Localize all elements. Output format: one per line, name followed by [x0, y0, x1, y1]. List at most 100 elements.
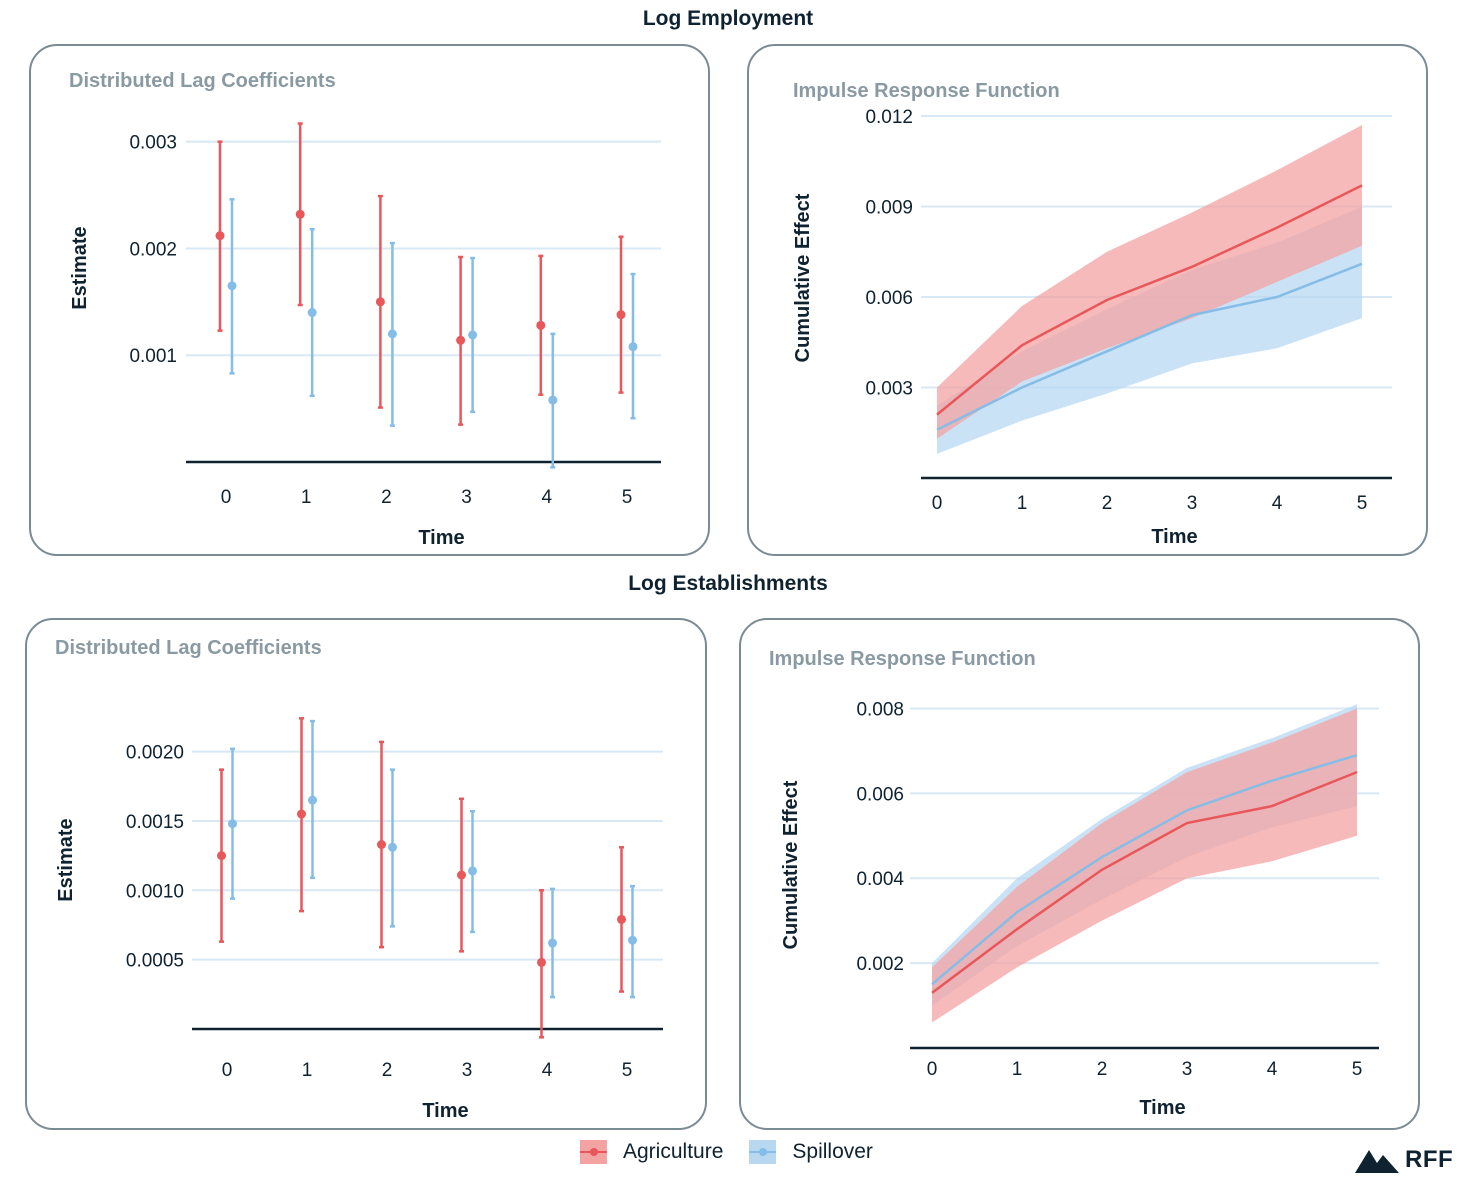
x-tick-label: 3: [1182, 1059, 1193, 1080]
x-tick-label: 1: [1012, 1059, 1023, 1080]
legend-label-spillover: Spillover: [792, 1140, 873, 1163]
chart-emp-impulse-response: Impulse Response Function 0.003 0.006 0.009…: [792, 80, 1392, 548]
y-tick-label: 0.001: [129, 346, 177, 367]
x-tick-label: 5: [622, 1060, 633, 1081]
x-tick-label: 0: [222, 1060, 233, 1081]
y-tick-label: 0.004: [856, 869, 904, 890]
panel-title: Impulse Response Function: [793, 80, 1060, 102]
x-tick-label: 0: [927, 1059, 938, 1080]
point-agriculture: [616, 310, 626, 320]
y-tick-label: 0.012: [865, 107, 913, 128]
panel-title: Impulse Response Function: [769, 648, 1036, 670]
point-spillover: [307, 308, 317, 318]
panel-est-impulse-response: Impulse Response Function 0.002 0.004 0.006…: [739, 618, 1420, 1130]
point-agriculture: [217, 851, 226, 861]
y-tick-label: 0.006: [856, 784, 904, 805]
point-agriculture: [536, 320, 546, 330]
legend-label-agriculture: Agriculture: [623, 1140, 724, 1163]
chart-emp-distributed-lag: Distributed Lag Coefficients 0.001 0.002 0.…: [69, 70, 661, 549]
x-tick-label: 2: [381, 487, 392, 508]
point-spillover: [387, 329, 397, 339]
panel-est-distributed-lag: Distributed Lag Coefficients 0.0005 0.0010…: [25, 618, 707, 1130]
line-agriculture: [936, 184, 1363, 416]
x-tick-label: 0: [932, 493, 943, 514]
point-agriculture: [215, 231, 225, 241]
y-tick-label: 0.009: [865, 198, 913, 219]
point-agriculture: [617, 914, 626, 924]
x-tick-label: 4: [1267, 1059, 1278, 1080]
y-axis-label: Cumulative Effect: [792, 193, 814, 362]
x-tick-label: 5: [1352, 1059, 1363, 1080]
legend-item-spillover[interactable]: Spillover: [749, 1140, 873, 1164]
x-tick-label: 1: [1017, 493, 1028, 514]
y-tick-label: 0.002: [856, 954, 904, 975]
point-spillover: [228, 819, 237, 829]
point-spillover: [628, 935, 637, 945]
rff-logo: RFF: [1355, 1146, 1453, 1174]
point-agriculture: [456, 335, 466, 345]
y-tick-label: 0.002: [129, 239, 177, 260]
x-tick-label: 3: [462, 1060, 473, 1081]
mountain-icon: [1355, 1150, 1399, 1173]
section-title-employment: Log Employment: [642, 7, 814, 30]
point-spillover: [227, 281, 237, 291]
y-axis-label: Cumulative Effect: [780, 780, 802, 949]
x-tick-label: 4: [542, 487, 553, 508]
point-spillover: [308, 795, 317, 805]
point-spillover: [468, 866, 477, 876]
x-tick-label: 5: [1357, 493, 1368, 514]
point-spillover: [388, 842, 397, 852]
panel-emp-impulse-response: Impulse Response Function 0.003 0.006 0.009…: [747, 44, 1428, 556]
panel-emp-distributed-lag: Distributed Lag Coefficients 0.001 0.002 0.…: [29, 44, 710, 556]
x-tick-label: 3: [461, 487, 472, 508]
chart-est-impulse-response: Impulse Response Function 0.002 0.004 0.006…: [769, 648, 1379, 1119]
x-tick-label: 4: [1272, 493, 1283, 514]
x-axis-label: Time: [1139, 1097, 1185, 1119]
y-tick-label: 0.0020: [126, 743, 184, 764]
legend: Agriculture Spillover: [580, 1140, 899, 1164]
point-agriculture: [295, 209, 305, 219]
section-title-establishments: Log Establishments: [628, 572, 828, 595]
y-axis-label: Estimate: [69, 226, 91, 309]
x-axis-label: Time: [422, 1100, 468, 1122]
point-agriculture: [297, 809, 306, 819]
panel-title: Distributed Lag Coefficients: [55, 637, 322, 659]
y-tick-label: 0.0010: [126, 881, 184, 902]
x-tick-label: 2: [1102, 493, 1113, 514]
legend-item-agriculture[interactable]: Agriculture: [580, 1140, 723, 1164]
x-tick-label: 2: [382, 1060, 393, 1081]
x-axis-label: Time: [1151, 526, 1197, 548]
x-tick-label: 0: [221, 487, 232, 508]
band-agriculture: [937, 125, 1362, 439]
x-axis-label: Time: [418, 527, 464, 549]
y-tick-label: 0.008: [856, 699, 904, 720]
line-agriculture: [931, 770, 1358, 994]
point-agriculture: [537, 957, 546, 967]
point-agriculture: [377, 840, 386, 850]
legend-swatch-agriculture: [580, 1140, 607, 1164]
x-tick-label: 1: [302, 1060, 313, 1081]
point-spillover: [548, 395, 558, 405]
legend-swatch-spillover: [749, 1140, 777, 1164]
logo-text: RFF: [1405, 1146, 1454, 1173]
y-tick-label: 0.0005: [126, 951, 184, 972]
y-tick-label: 0.0015: [126, 812, 184, 833]
point-spillover: [628, 342, 638, 352]
panel-title: Distributed Lag Coefficients: [69, 70, 336, 92]
line-spillover: [931, 753, 1358, 986]
y-tick-label: 0.003: [865, 379, 913, 400]
point-spillover: [548, 938, 557, 948]
x-tick-label: 4: [542, 1060, 553, 1081]
point-agriculture: [457, 870, 466, 880]
point-spillover: [468, 330, 478, 340]
x-tick-label: 2: [1097, 1059, 1108, 1080]
x-tick-label: 3: [1187, 493, 1198, 514]
x-tick-label: 1: [301, 487, 312, 508]
y-tick-label: 0.006: [865, 288, 913, 309]
x-tick-label: 5: [622, 487, 633, 508]
y-tick-label: 0.003: [129, 133, 177, 154]
y-axis-label: Estimate: [55, 818, 77, 901]
line-spillover: [936, 262, 1363, 431]
band-agriculture: [932, 708, 1357, 1023]
chart-est-distributed-lag: Distributed Lag Coefficients 0.0005 0.0010…: [55, 637, 663, 1122]
